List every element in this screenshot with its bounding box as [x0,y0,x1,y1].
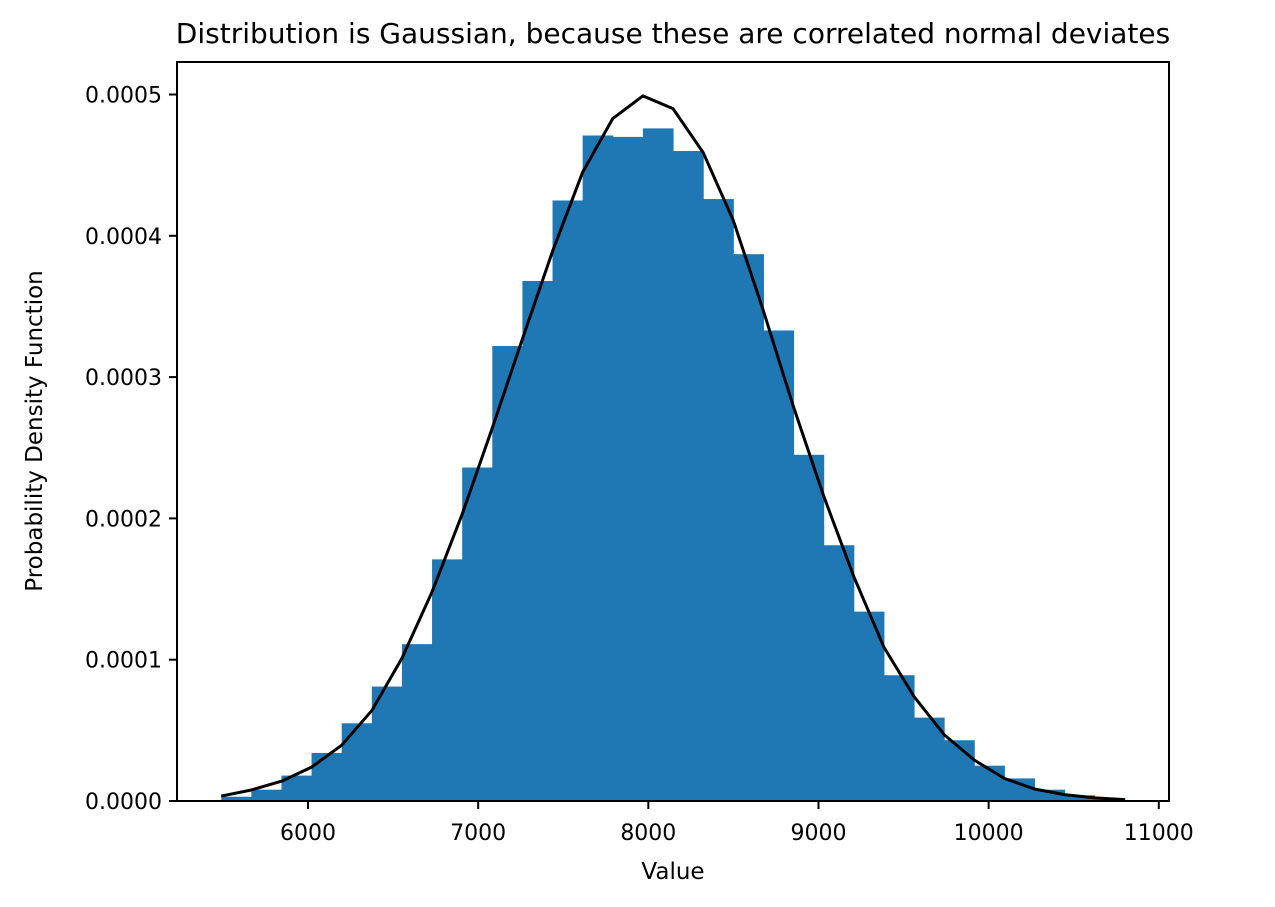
y-tick-label: 0.0002 [85,507,162,532]
chart-title: Distribution is Gaussian, because these … [176,17,1170,50]
histogram-bar [1064,795,1096,801]
x-tick-label: 7000 [450,821,506,846]
histogram-bar [251,789,283,801]
histogram-bar [913,717,945,801]
histogram-bar [492,346,524,801]
y-axis: 0.0000 0.0001 0.0002 0.0003 0.0004 0.0005 [85,83,177,815]
histogram-bar [552,200,584,801]
axes-frame [176,61,1170,802]
histogram-bar [763,330,795,801]
histogram-bars [221,128,1126,802]
y-tick-label: 0.0003 [85,366,162,391]
histogram-bar [432,559,463,801]
histogram-bar [673,151,704,802]
histogram-bar [1034,789,1066,801]
histogram-bar [823,545,855,801]
histogram-bar [974,765,1005,801]
pdf-curve-group [220,94,1125,802]
histogram-bar [341,723,373,801]
plot-area [176,61,1170,802]
y-tick-label: 0.0000 [85,790,162,815]
x-tick-label: 6000 [280,821,336,846]
pdf-curve-line [220,94,1125,802]
histogram-bar [793,454,825,801]
histogram-bar [462,467,493,801]
histogram-bar [642,128,674,802]
histogram-bar [944,740,975,801]
x-tick-label: 10000 [954,821,1024,846]
histogram-bar [371,686,403,801]
histogram-bar [311,752,343,801]
x-axis: 6000 7000 8000 9000 10000 11000 [280,801,1194,846]
histogram-bar [612,136,644,801]
histogram-bar [522,281,554,802]
y-tick-label: 0.0004 [85,225,162,250]
x-tick-label: 9000 [790,821,846,846]
histogram-bar [582,135,614,802]
histogram-bar [703,199,734,802]
histogram-bar [221,796,252,801]
histogram-bar [1004,778,1036,801]
histogram-bar [733,254,764,801]
histogram-bar [883,675,915,801]
histogram-bar [401,644,433,801]
histogram-bar [853,611,885,801]
x-tick-label: 11000 [1124,821,1194,846]
x-tick-label: 8000 [620,821,676,846]
x-axis-label: Value [641,859,704,885]
y-tick-label: 0.0001 [85,649,162,674]
y-axis-label: Probability Density Function [22,270,48,591]
y-tick-label: 0.0005 [85,83,162,108]
